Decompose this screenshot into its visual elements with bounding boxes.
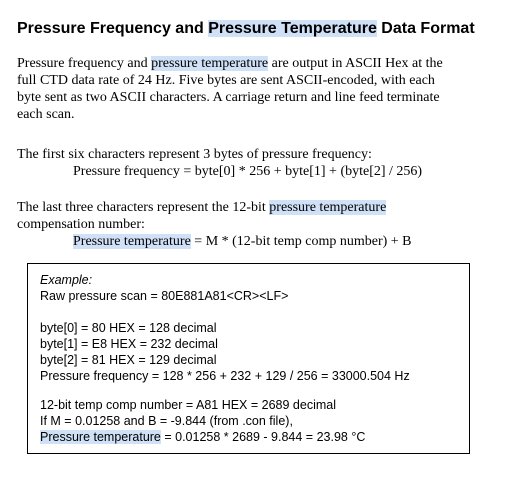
temperature-paragraph: The last three characters represent the … xyxy=(17,199,412,250)
example-temperature: 12-bit temp comp number = A81 HEX = 2689… xyxy=(40,397,365,445)
frequency-result: Pressure frequency = 128 * 256 + 232 + 1… xyxy=(40,369,410,383)
intro-line-1-end: are output in ASCII Hex at the xyxy=(268,56,443,71)
example-label: Example: xyxy=(40,273,93,287)
title-highlight: Pressure Temperature xyxy=(208,20,377,37)
temperature-formula-rest: = M * (12-bit temp comp number) + B xyxy=(190,234,412,249)
temperature-intro-highlight: pressure temperature xyxy=(269,200,387,215)
example-header: Example: Raw pressure scan = 80E881A81<C… xyxy=(40,272,288,304)
page-title: Pressure Frequency and Pressure Temperat… xyxy=(17,18,475,40)
raw-scan: Raw pressure scan = 80E881A81<CR><LF> xyxy=(40,289,289,303)
temperature-intro-line-2: compensation number: xyxy=(17,217,145,232)
temperature-intro-line-1: The last three characters represent the … xyxy=(17,199,412,216)
temperature-formula: Pressure temperature = M * (12-bit temp … xyxy=(17,233,412,250)
example-box: Example: Raw pressure scan = 80E881A81<C… xyxy=(27,263,470,454)
title-part-1: Pressure Frequency and xyxy=(17,20,209,37)
byte-1-line: byte[1] = E8 HEX = 232 decimal xyxy=(40,337,218,351)
temp-comp-line: 12-bit temp comp number = A81 HEX = 2689… xyxy=(40,398,336,412)
intro-paragraph: Pressure frequency and pressure temperat… xyxy=(17,55,443,123)
frequency-paragraph: The first six characters represent 3 byt… xyxy=(17,146,422,180)
intro-line-2: full CTD data rate of 24 Hz. Five bytes … xyxy=(17,73,435,88)
intro-line-1-highlight: pressure temperature xyxy=(151,56,269,71)
coefficients-line: If M = 0.01258 and B = -9.844 (from .con… xyxy=(40,414,293,428)
frequency-formula: Pressure frequency = byte[0] * 256 + byt… xyxy=(73,164,423,179)
temperature-result: Pressure temperature = 0.01258 * 2689 - … xyxy=(40,429,365,445)
intro-line-4: each scan. xyxy=(17,107,75,122)
frequency-intro: The first six characters represent 3 byt… xyxy=(17,147,372,162)
temperature-intro-start: The last three characters represent the … xyxy=(17,200,270,215)
temperature-result-rest: = 0.01258 * 2689 - 9.844 = 23.98 °C xyxy=(160,430,366,444)
intro-line-1: Pressure frequency and pressure temperat… xyxy=(17,55,443,72)
intro-line-3: byte sent as two ASCII characters. A car… xyxy=(17,90,440,105)
temperature-result-highlight: Pressure temperature xyxy=(40,430,161,444)
byte-2-line: byte[2] = 81 HEX = 129 decimal xyxy=(40,353,217,367)
byte-0-line: byte[0] = 80 HEX = 128 decimal xyxy=(40,321,217,335)
example-bytes: byte[0] = 80 HEX = 128 decimal byte[1] =… xyxy=(40,320,410,384)
title-part-2: Data Format xyxy=(376,20,475,37)
temperature-formula-highlight: Pressure temperature xyxy=(73,234,191,249)
intro-line-1-start: Pressure frequency and xyxy=(17,56,152,71)
